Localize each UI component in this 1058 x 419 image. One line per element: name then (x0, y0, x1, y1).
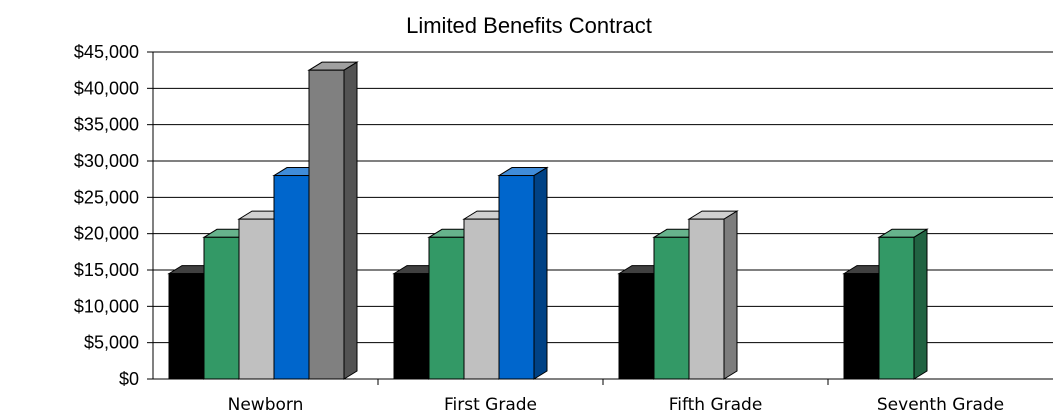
bar (238, 218, 275, 380)
y-tick-label: $10,000 (74, 296, 139, 316)
y-tick-label: $30,000 (74, 151, 139, 171)
y-tick-label: $25,000 (74, 187, 139, 207)
bar (618, 273, 655, 380)
bar-side (723, 210, 738, 380)
y-tick-label: $20,000 (74, 224, 139, 244)
bar (843, 273, 880, 380)
bar-side (533, 166, 548, 380)
bar (463, 218, 500, 380)
bar (688, 218, 725, 380)
y-tick-label: $5,000 (84, 333, 139, 353)
y-tick-label: $0 (119, 369, 139, 389)
y-tick-label: $35,000 (74, 115, 139, 135)
y-tick-label: $40,000 (74, 78, 139, 98)
x-tick-label: First Grade (444, 395, 537, 415)
bar (498, 175, 535, 380)
chart-title: Limited Benefits Contract (406, 13, 652, 38)
bar-side (343, 61, 358, 380)
x-tick-label: Seventh Grade (877, 395, 1004, 415)
y-tick-label: $45,000 (74, 42, 139, 62)
bar (393, 273, 430, 380)
bar (428, 236, 465, 380)
x-tick-label: Newborn (228, 395, 304, 415)
bar (203, 236, 240, 380)
bar (308, 69, 345, 380)
bar (878, 236, 915, 380)
bar-side (913, 228, 928, 380)
y-tick-label: $15,000 (74, 260, 139, 280)
bar (653, 236, 690, 380)
x-tick-label: Fifth Grade (669, 395, 763, 415)
bar (168, 273, 205, 380)
bar (273, 175, 310, 380)
